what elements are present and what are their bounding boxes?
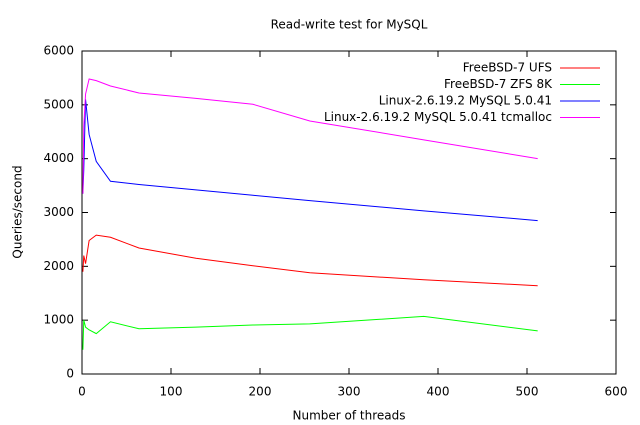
legend-label: Linux-2.6.19.2 MySQL 5.0.41: [379, 94, 552, 108]
x-tick-label: 300: [338, 385, 361, 399]
y-tick-label: 1000: [43, 313, 74, 327]
x-tick-label: 100: [160, 385, 183, 399]
x-tick-label: 600: [605, 385, 628, 399]
series-line: [82, 99, 538, 222]
legend-label: FreeBSD-7 UFS: [463, 61, 552, 75]
y-tick-label: 6000: [43, 44, 74, 58]
series-line: [82, 315, 538, 350]
x-tick-label: 500: [516, 385, 539, 399]
series-line: [82, 234, 538, 287]
x-tick-label: 0: [78, 385, 86, 399]
y-tick-label: 4000: [43, 151, 74, 165]
legend-label: FreeBSD-7 ZFS 8K: [444, 77, 553, 91]
series-line: [82, 78, 538, 194]
x-tick-label: 400: [427, 385, 450, 399]
y-tick-label: 5000: [43, 97, 74, 111]
y-tick-label: 2000: [43, 259, 74, 273]
x-tick-label: 200: [249, 385, 272, 399]
y-tick-label: 3000: [43, 205, 74, 219]
chart-title: Read-write test for MySQL: [271, 18, 428, 32]
x-axis-label: Number of threads: [293, 409, 406, 423]
y-tick-label: 0: [66, 367, 74, 381]
y-axis-label: Queries/second: [11, 165, 25, 258]
legend-label: Linux-2.6.19.2 MySQL 5.0.41 tcmalloc: [324, 110, 552, 124]
